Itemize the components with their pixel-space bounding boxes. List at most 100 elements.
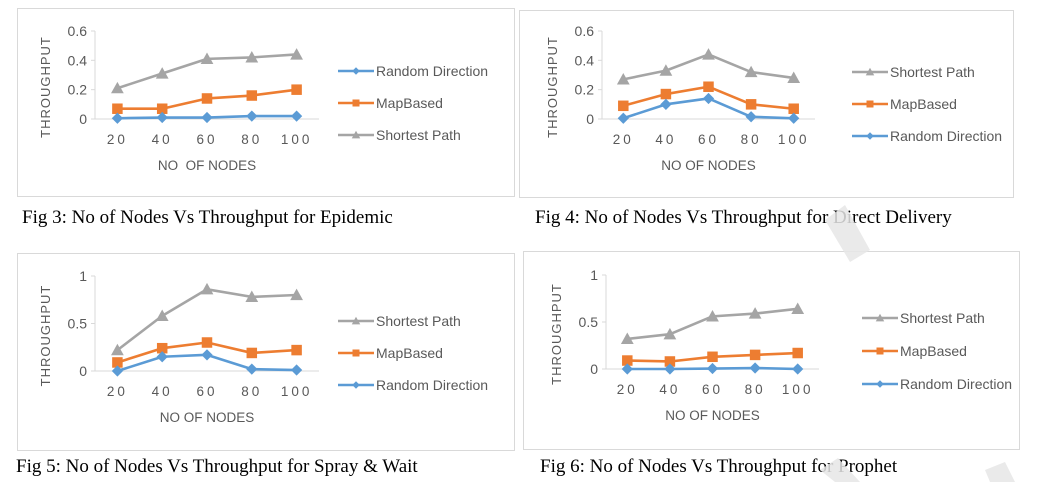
legend-label: Shortest Path <box>900 310 985 326</box>
legend-marker-mapbased <box>352 99 360 107</box>
legend-label: Shortest Path <box>890 64 975 80</box>
data-point-mapbased <box>246 90 258 101</box>
data-point-shortest-path <box>155 309 169 321</box>
chart-fig6: 0 0.5 1 20 40 60 80 100 NO OF NODES THROUGHPUT Sho… <box>549 267 1012 423</box>
x-axis-title: NO OF NODES <box>160 410 255 425</box>
data-point-mapbased <box>788 103 799 114</box>
caption-fig5: Fig 5: No of Nodes Vs Throughput for Spr… <box>16 456 418 477</box>
x-tick-label: 60 <box>196 384 217 399</box>
data-point-mapbased <box>201 93 213 104</box>
data-point-mapbased <box>749 349 761 361</box>
data-point-random-direction <box>660 98 672 110</box>
y-tick-label: 0.6 <box>68 23 88 39</box>
data-point-random-direction <box>749 362 761 374</box>
data-point-mapbased <box>703 81 714 92</box>
data-point-random-direction <box>111 112 124 124</box>
x-tick-label: 20 <box>107 384 128 399</box>
y-tick-label: 1 <box>590 267 598 283</box>
data-point-shortest-path <box>245 290 259 302</box>
x-axis-title: NO OF NODES <box>158 158 256 173</box>
legend-marker-random-direction <box>876 380 884 388</box>
y-tick-label: 0.5 <box>68 316 88 332</box>
data-point-shortest-path <box>616 73 630 85</box>
y-tick-label: 0 <box>79 363 87 379</box>
data-point-random-direction <box>156 351 168 363</box>
data-point-random-direction <box>702 92 715 105</box>
legend-label: Shortest Path <box>376 313 461 329</box>
legend-marker-mapbased <box>352 349 360 357</box>
data-point-mapbased <box>707 351 718 363</box>
data-point-mapbased <box>664 356 676 367</box>
x-tick-label: 40 <box>659 382 680 397</box>
chart-fig4: 0 0.2 0.4 0.6 20 40 60 80 100 NO OF NODES THROUGHP… <box>545 23 1002 173</box>
legend-marker-random-direction <box>352 67 360 75</box>
y-axis-title: THROUGHPUT <box>38 285 53 387</box>
y-tick-label: 0.2 <box>575 82 595 98</box>
data-point-mapbased <box>660 88 672 100</box>
data-point-mapbased <box>246 347 258 359</box>
y-tick-label: 0.4 <box>575 52 595 68</box>
legend-marker-shortest-path <box>865 67 875 76</box>
caption-fig4: Fig 4: No of Nodes Vs Throughput for Dir… <box>535 207 952 228</box>
data-point-shortest-path <box>706 309 719 322</box>
data-point-shortest-path <box>290 288 303 301</box>
x-tick-label: 40 <box>152 132 173 147</box>
x-tick-label: 40 <box>152 384 173 399</box>
data-point-mapbased <box>745 99 757 110</box>
data-point-random-direction <box>745 111 757 123</box>
legend-label: Random Direction <box>376 377 488 393</box>
legend-marker-mapbased <box>866 100 874 108</box>
data-point-shortest-path <box>659 64 673 76</box>
y-axis-title: THROUGHPUT <box>549 283 564 385</box>
y-axis-title: THROUGHPUT <box>38 36 53 138</box>
data-point-random-direction <box>664 363 676 375</box>
x-tick-label: 80 <box>745 382 766 397</box>
data-point-shortest-path <box>748 307 762 319</box>
data-point-random-direction <box>156 111 168 124</box>
data-point-random-direction <box>111 365 124 377</box>
chart-frame-fig5: 0 0.5 1 20 40 60 80 100 NO OF NODES THROUGHPUT Sho… <box>17 253 515 451</box>
data-point-random-direction <box>201 349 213 361</box>
data-point-random-direction <box>246 363 258 375</box>
x-tick-label: 40 <box>655 132 676 147</box>
x-tick-label: 60 <box>698 132 719 147</box>
data-point-shortest-path <box>111 343 124 356</box>
x-tick-label: 100 <box>782 382 814 397</box>
data-point-random-direction <box>290 110 303 122</box>
y-tick-label: 0.6 <box>575 23 595 39</box>
data-point-shortest-path <box>663 327 677 340</box>
legend-label: MapBased <box>376 95 443 111</box>
y-tick-label: 0 <box>586 111 594 127</box>
legend-label: MapBased <box>376 345 443 361</box>
x-tick-label: 80 <box>241 132 262 147</box>
caption-fig3: Fig 3: No of Nodes Vs Throughput for Epi… <box>22 207 393 228</box>
data-point-shortest-path <box>245 51 259 63</box>
data-point-random-direction <box>792 363 804 375</box>
x-tick-label: 100 <box>281 384 313 399</box>
legend-marker-shortest-path <box>351 316 361 325</box>
data-point-shortest-path <box>111 81 124 94</box>
legend-label: Random Direction <box>376 63 488 79</box>
legend-marker-shortest-path <box>875 313 885 322</box>
data-point-shortest-path <box>744 65 758 78</box>
x-tick-label: 60 <box>196 132 217 147</box>
data-point-mapbased <box>291 84 302 95</box>
data-point-shortest-path <box>155 67 169 79</box>
x-tick-label: 100 <box>281 132 313 147</box>
chart-frame-fig4: 0 0.2 0.4 0.6 20 40 60 80 100 NO OF NODES THROUGHP… <box>519 10 1014 198</box>
chart-frame-fig3: 0 0.2 0.4 0.6 20 40 60 80 100 NO OF NODES THROUGHP… <box>17 8 515 197</box>
legend-label: Shortest Path <box>376 127 461 143</box>
data-point-mapbased <box>201 337 213 348</box>
data-point-random-direction <box>290 364 303 376</box>
data-point-random-direction <box>621 363 633 375</box>
data-point-random-direction <box>617 112 629 124</box>
data-point-mapbased <box>156 342 168 354</box>
y-tick-label: 0 <box>79 111 87 127</box>
data-point-random-direction <box>788 112 800 124</box>
data-point-mapbased <box>792 347 803 359</box>
x-axis-title: NO OF NODES <box>665 408 760 423</box>
data-point-mapbased <box>622 355 633 366</box>
legend-label: Random Direction <box>900 376 1012 392</box>
chart-frame-fig6: 0 0.5 1 20 40 60 80 100 NO OF NODES THROUGHPUT Sho… <box>523 251 1020 450</box>
caption-fig6: Fig 6: No of Nodes Vs Throughput for Pro… <box>540 456 898 477</box>
